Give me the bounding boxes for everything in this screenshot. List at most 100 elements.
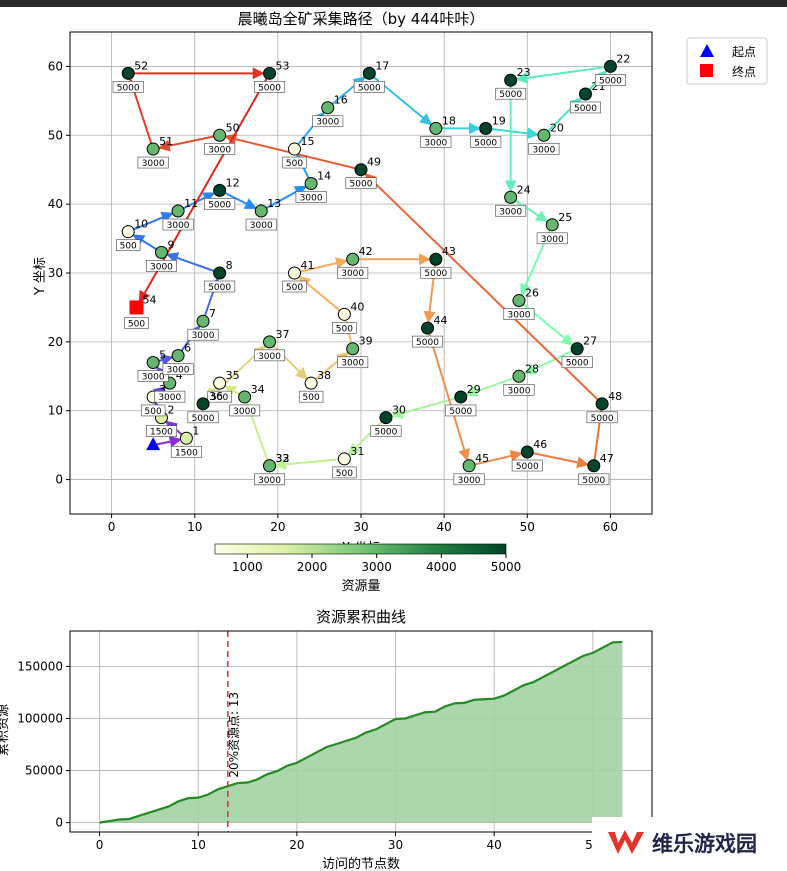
resource-node-42 (346, 252, 360, 266)
node-id-label: 27 (583, 335, 597, 348)
resource-node-13 (254, 204, 268, 218)
y-tick-label: 50000 (25, 764, 63, 778)
y-tick-label: 0 (55, 816, 63, 830)
value-label-box (229, 404, 261, 417)
resource-value-label: 3000 (162, 218, 194, 231)
resource-value-label: 5000 (204, 280, 236, 293)
resource-value-label: 5000 (353, 81, 385, 93)
value-label-box (282, 156, 307, 169)
value-label-text: 5000 (566, 359, 589, 369)
node-id-label: 45 (475, 452, 489, 465)
resource-node-53 (263, 66, 277, 80)
value-label-text: 3000 (541, 235, 564, 245)
node-id-label: 2 (167, 404, 174, 417)
x-tick-label: 60 (603, 520, 618, 534)
resource-node-15 (287, 142, 301, 156)
resource-node-16 (321, 101, 335, 115)
value-label-box (503, 383, 535, 396)
resource-value-label: 1500 (145, 425, 177, 438)
value-label-text: 3000 (499, 207, 522, 217)
value-label-text: 5000 (499, 90, 522, 100)
colorbar-ticks: 1000 2000 3000 4000 5000 (232, 554, 521, 574)
resource-value-label: 5000 (594, 74, 626, 86)
resource-node-24 (504, 190, 518, 204)
value-label-text: 3000 (258, 476, 281, 486)
value-label-text: 3000 (233, 407, 256, 417)
watermark-text: 维乐游戏园 (652, 832, 757, 856)
cumulative-plot: 20%资源点: 13 (99, 631, 623, 832)
resource-value-label: 500 (282, 280, 307, 293)
resource-node-19 (479, 121, 493, 135)
resource-value-label: 3000 (312, 115, 344, 128)
path-segment (347, 416, 387, 456)
value-label-box (312, 115, 344, 128)
path-segment (165, 252, 220, 274)
resource-value-label: 5000 (495, 87, 527, 100)
resource-node-52 (121, 66, 135, 80)
node-id-label: 23 (517, 66, 531, 79)
resource-node-39 (346, 342, 360, 356)
path-segment (157, 134, 220, 152)
value-label-box (420, 266, 452, 279)
node-id-label: 39 (359, 335, 373, 348)
resource-value-label: 500 (116, 239, 141, 252)
twenty-percent-marker-label: 20%资源点: 13 (227, 692, 241, 778)
path-segment (468, 450, 523, 467)
start-legend-marker (700, 44, 714, 57)
colorbar-gradient (214, 543, 507, 555)
y-tick-label: 0 (55, 473, 63, 487)
y-tick-label: 60 (48, 59, 63, 73)
node-id-label: 28 (525, 362, 539, 375)
end-legend-marker (700, 64, 713, 77)
resource-node-38 (304, 376, 318, 390)
x-tick-label: 30 (388, 838, 403, 852)
path-chart-y-label: Y 坐标 (33, 257, 48, 296)
value-label-box (345, 177, 377, 190)
value-label-text: 500 (286, 159, 303, 169)
cumulative-line (99, 640, 623, 824)
value-label-box (337, 356, 369, 369)
resource-value-label: 5000 (445, 404, 477, 417)
resource-node-33 (263, 459, 277, 473)
value-label-text: 3000 (250, 221, 273, 231)
x-tick-label: 50 (520, 520, 535, 534)
colorbar: 1000 2000 3000 4000 5000 资源量 (214, 543, 521, 594)
value-label-text: 3000 (142, 373, 165, 383)
x-tick-label: 0 (96, 838, 104, 852)
node-id-label: 42 (359, 245, 373, 258)
value-label-box (528, 142, 560, 155)
resource-node-26 (512, 294, 526, 308)
value-label-text: 3000 (167, 366, 190, 376)
value-label-text: 5000 (208, 283, 231, 293)
resource-value-label: 500 (298, 390, 324, 403)
node-id-label: 1 (192, 424, 199, 437)
colorbar-tick-label: 2000 (297, 560, 328, 574)
resource-node-47 (587, 459, 601, 473)
resource-value-label: 3000 (137, 156, 169, 169)
node-id-label: 19 (492, 114, 506, 127)
path-segment (465, 375, 520, 397)
resource-node-41 (287, 266, 301, 280)
resource-node-37 (263, 335, 277, 349)
value-label-text: 500 (336, 469, 353, 479)
value-label-box (254, 473, 286, 486)
colorbar-tick-label: 4000 (426, 560, 457, 574)
value-label-text: 5000 (599, 76, 622, 86)
value-label-box (170, 445, 202, 458)
value-label-box (569, 101, 601, 114)
resource-value-label: 5000 (470, 136, 502, 148)
value-label-text: 5000 (192, 414, 215, 424)
value-label-box (586, 411, 618, 424)
y-tick-label: 100000 (17, 711, 63, 725)
value-label-text: 5000 (258, 83, 281, 93)
value-label-text: 3000 (258, 352, 281, 362)
node-id-label: 32 (276, 452, 290, 465)
value-label-text: 3000 (192, 331, 215, 341)
path-segment (426, 327, 470, 462)
value-label-box (124, 317, 149, 329)
resource-value-label: 3000 (536, 232, 568, 245)
resource-node-17 (362, 66, 376, 80)
start-marker (146, 437, 161, 451)
node-id-label: 36 (209, 390, 223, 403)
cumulative-chart-x-label: 访问的节点数 (322, 856, 400, 871)
